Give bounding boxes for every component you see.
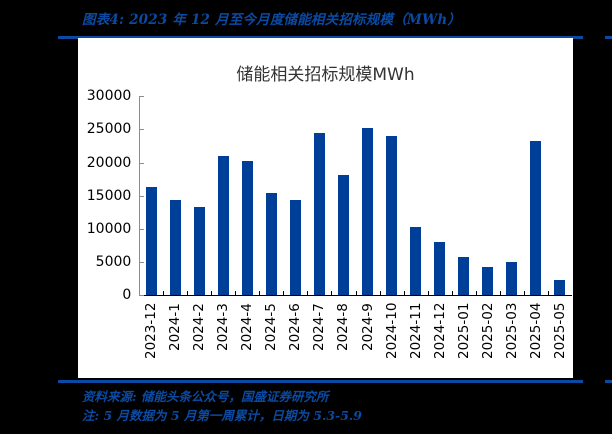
x-tick (403, 291, 405, 296)
bar (265, 193, 278, 295)
y-tick (139, 129, 145, 130)
bar (217, 155, 230, 295)
x-tick (475, 291, 477, 296)
x-tick (547, 291, 549, 296)
y-tick (139, 196, 145, 197)
x-tick-label: 2024-12 (431, 302, 448, 359)
x-tick (523, 291, 525, 296)
note-text: 注: 5 月数据为 5 月第一周累计，日期为 5.3-5.9 (82, 408, 362, 423)
x-tick (307, 291, 309, 296)
bar (169, 199, 182, 295)
x-tick-label: 2024-8 (335, 303, 352, 351)
y-tick-label: 15000 (86, 187, 132, 204)
y-tick-label: 10000 (86, 220, 132, 237)
x-tick (355, 291, 357, 296)
y-tick (139, 229, 145, 230)
bar (433, 242, 446, 295)
y-tick (139, 163, 145, 164)
x-tick-label: 2024-4 (239, 303, 256, 351)
top-rule (58, 36, 583, 39)
bar (409, 227, 422, 295)
x-tick-label: 2025-04 (527, 302, 544, 359)
bottom-rule (58, 380, 583, 383)
bar (481, 267, 494, 295)
bar (361, 127, 374, 295)
y-axis (139, 96, 141, 295)
x-tick (379, 291, 381, 296)
x-tick-label: 2024-11 (407, 302, 424, 359)
bar (193, 207, 206, 295)
bar (337, 175, 350, 295)
y-tick (139, 262, 145, 263)
x-tick-label: 2024-2 (191, 303, 208, 351)
x-tick (451, 291, 453, 296)
x-tick (235, 291, 237, 296)
figure-title: 图表4: 2023 年 12 月至今月度储能相关招标规模（MWh） (82, 12, 462, 28)
x-tick (283, 291, 285, 296)
x-tick-label: 2024-3 (215, 303, 232, 351)
bar (145, 187, 158, 295)
x-tick (427, 291, 429, 296)
x-tick-label: 2024-1 (167, 303, 184, 351)
y-tick-label: 25000 (86, 121, 132, 138)
chart-title: 储能相关招标规模MWh (236, 65, 415, 85)
x-tick-label: 2024-6 (287, 303, 304, 351)
x-tick (211, 291, 213, 296)
x-tick-label: 2025-03 (503, 302, 520, 359)
bar (457, 257, 470, 295)
x-tick (499, 291, 501, 296)
y-tick-label: 5000 (95, 253, 132, 270)
bar (241, 160, 254, 295)
x-tick (163, 291, 165, 296)
bar (385, 136, 398, 295)
y-tick-label: 20000 (86, 154, 132, 171)
source-text: 资料来源: 储能头条公众号，国盛证券研究所 (82, 389, 329, 404)
bar (529, 141, 542, 295)
bottom-rule-fragment (605, 380, 612, 383)
x-tick-label: 2023-12 (143, 302, 160, 359)
x-tick-label: 2024-9 (359, 303, 376, 351)
bar (313, 132, 326, 295)
x-tick-label: 2024-7 (311, 303, 328, 351)
x-tick-label: 2025-05 (551, 302, 568, 359)
x-tick (259, 291, 261, 296)
x-axis (139, 295, 572, 296)
chart-panel: 储能相关招标规模MWh 0 5000 10000 15000 20000 25000 300… (78, 38, 573, 378)
x-tick (187, 291, 189, 296)
x-tick-label: 2025-01 (455, 302, 472, 359)
top-rule-fragment (605, 36, 612, 39)
y-tick-label: 0 (122, 287, 132, 303)
x-tick-label: 2025-02 (479, 302, 496, 359)
x-tick (331, 291, 333, 296)
x-tick-label: 2024-5 (263, 303, 280, 351)
y-tick (139, 295, 145, 296)
y-tick-label: 30000 (86, 88, 132, 105)
bar (553, 280, 566, 295)
x-tick-label: 2024-10 (383, 302, 400, 359)
bar (505, 261, 518, 295)
y-tick (139, 96, 145, 97)
bar (289, 199, 302, 295)
